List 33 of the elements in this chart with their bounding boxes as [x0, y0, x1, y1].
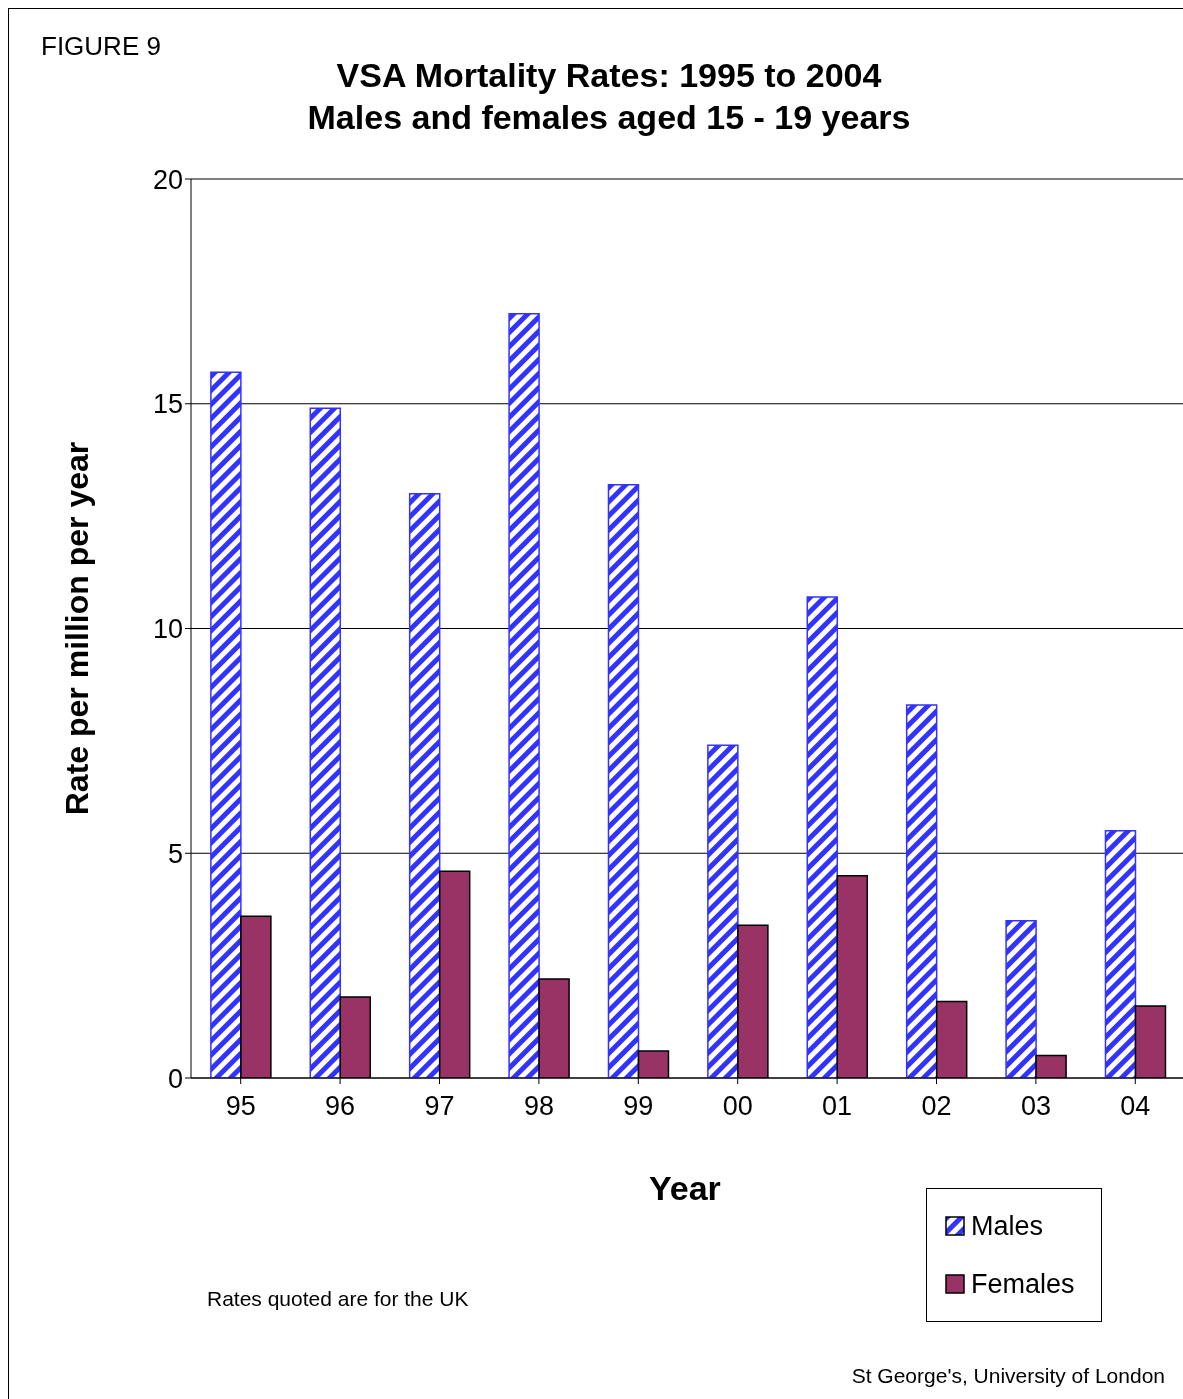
x-tick-label: 01	[822, 1091, 853, 1122]
bar	[607, 483, 640, 1078]
text: Rates quoted are for the UK	[207, 1287, 469, 1311]
legend-label: Males	[971, 1210, 1044, 1243]
bar	[905, 704, 938, 1078]
legend-label: Females	[971, 1268, 1075, 1301]
y-tick-label: 15	[152, 389, 183, 420]
bar	[309, 407, 342, 1078]
x-tick-label: 99	[623, 1091, 654, 1122]
bar	[707, 744, 739, 1078]
x-tick-label: 02	[921, 1091, 952, 1122]
x-tick-label: 97	[424, 1091, 455, 1122]
text: St George's, University of London	[851, 1364, 1165, 1388]
caption: FIGURE 9	[41, 31, 161, 62]
y-tick-label: 5	[167, 838, 183, 869]
x-tick-label: 03	[1020, 1091, 1051, 1122]
chart-title: VSA Mortality Rates: 1995 to 2004 Males and females aged 15 - 19 years	[307, 56, 911, 136]
y-axis-title: Rate per million per year	[59, 441, 96, 816]
x-tick-label: 00	[722, 1091, 753, 1122]
y-tick-label: 0	[167, 1063, 183, 1094]
y-tick-label: 20	[152, 164, 183, 195]
bar	[508, 313, 540, 1078]
x-tick-label: 96	[325, 1091, 356, 1122]
x-axis-title: Year	[649, 1169, 721, 1208]
y-tick-label: 10	[152, 614, 183, 645]
bar	[210, 371, 242, 1078]
bar	[1104, 830, 1137, 1078]
bar	[408, 492, 441, 1078]
bar	[1005, 919, 1037, 1078]
bar	[806, 596, 839, 1078]
x-tick-label: 04	[1120, 1091, 1151, 1122]
x-tick-label: 95	[225, 1091, 256, 1122]
x-tick-label: 98	[523, 1091, 554, 1122]
